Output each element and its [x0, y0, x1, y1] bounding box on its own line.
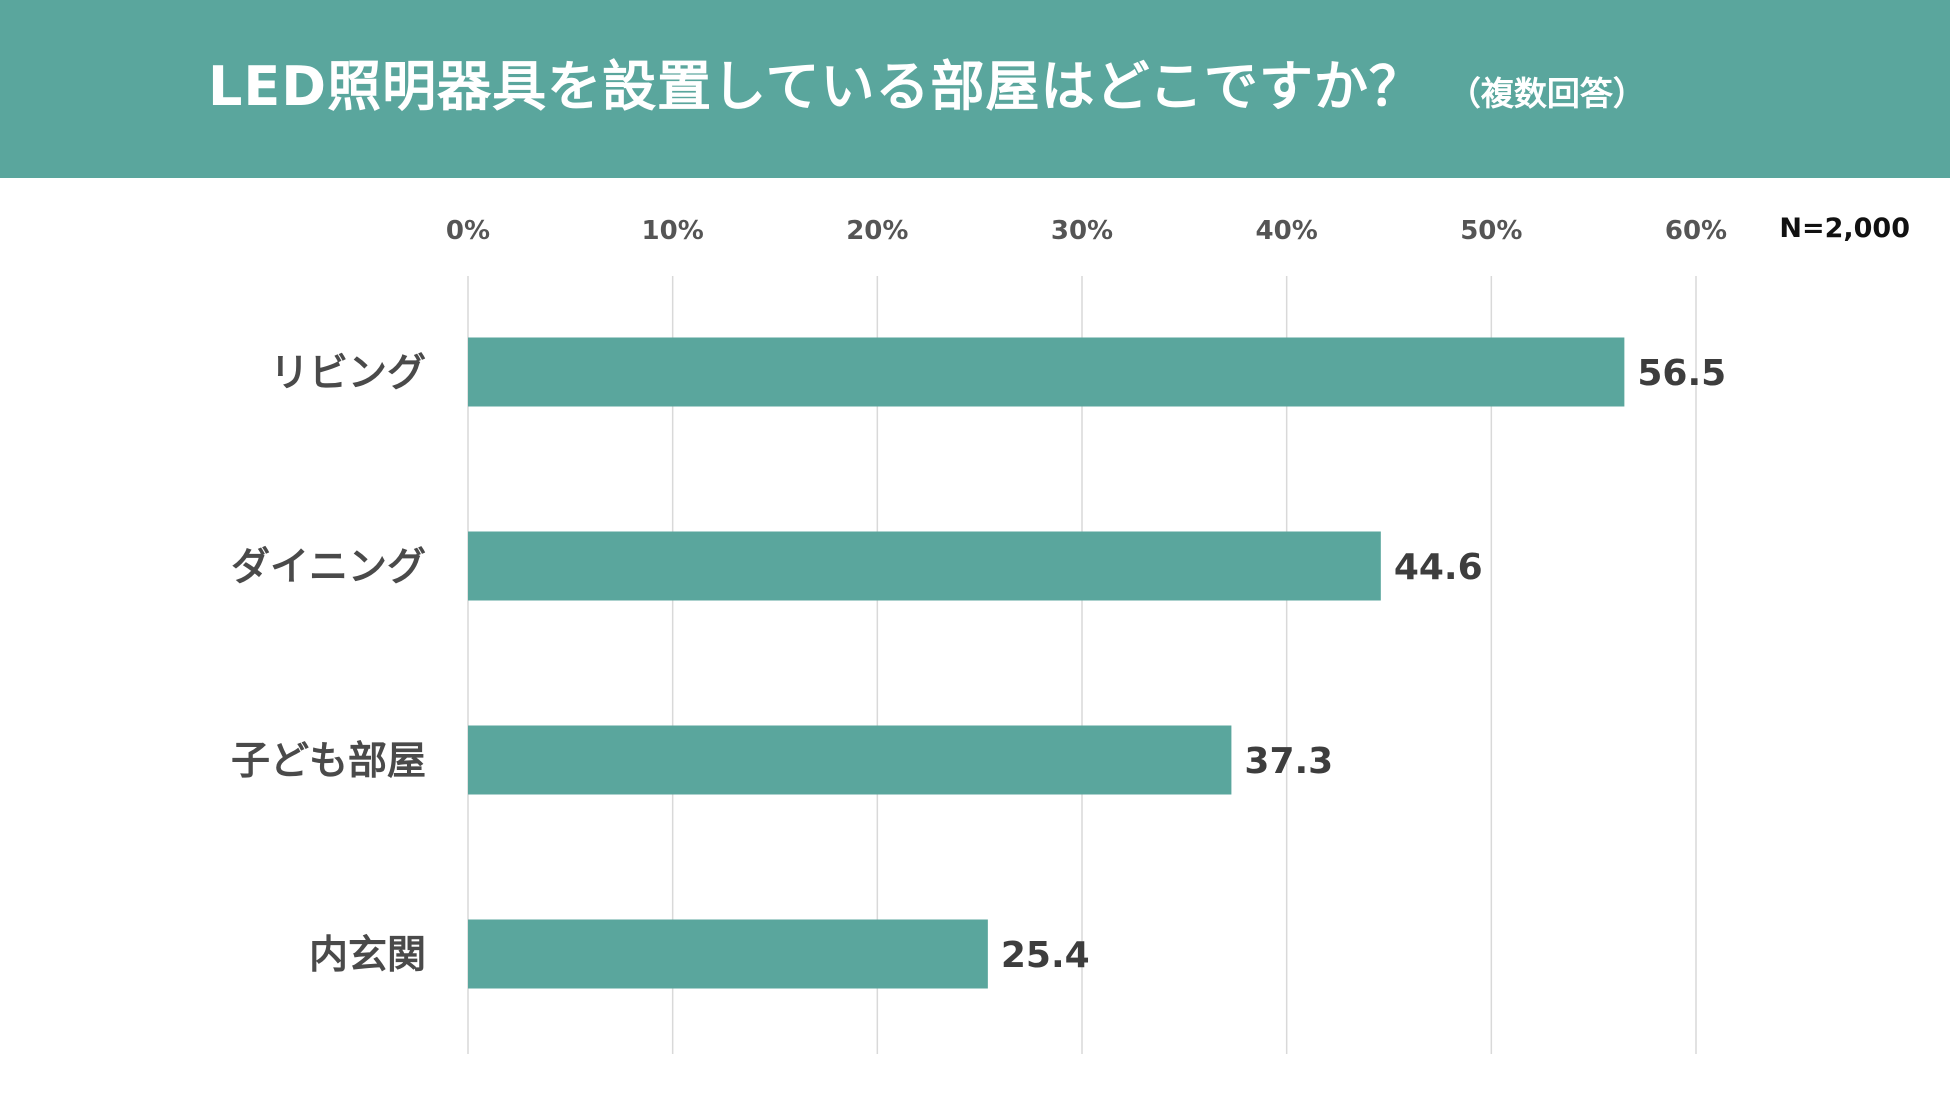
- data-label: 25.4: [1001, 935, 1090, 976]
- category-label: リビング: [270, 351, 426, 396]
- category-label: ダイニング: [231, 545, 426, 590]
- bar-3: [468, 919, 988, 989]
- bar-2: [468, 725, 1232, 795]
- data-label: 37.3: [1244, 741, 1333, 782]
- x-tick-label: 10%: [642, 216, 704, 246]
- value-labels: 56.5 44.6 37.3 25.4: [1001, 353, 1726, 976]
- bars: [468, 337, 1625, 989]
- category-label: 子ども部屋: [231, 739, 426, 784]
- sample-size-note: N=2,000: [1779, 213, 1910, 244]
- chart-header: LED照明器具を設置している部屋はどこですか？ （複数回答）: [0, 0, 1950, 178]
- title-wrap: LED照明器具を設置している部屋はどこですか？ （複数回答）: [208, 42, 1646, 132]
- x-tick-label: 30%: [1051, 216, 1113, 246]
- category-label: 内玄関: [309, 933, 426, 978]
- x-axis-ticks: 0% 10% 20% 30% 40% 50% 60%: [446, 216, 1727, 246]
- x-tick-label: 0%: [446, 216, 490, 246]
- x-tick-label: 20%: [846, 216, 908, 246]
- chart-subtitle: （複数回答）: [1447, 74, 1646, 113]
- x-tick-label: 60%: [1665, 216, 1727, 246]
- x-tick-label: 40%: [1256, 216, 1318, 246]
- x-tick-label: 50%: [1460, 216, 1522, 246]
- data-label: 44.6: [1394, 547, 1483, 588]
- bar-0: [468, 337, 1625, 407]
- bar-1: [468, 531, 1381, 601]
- chart-title: LED照明器具を設置している部屋はどこですか？: [208, 55, 1424, 118]
- data-label: 56.5: [1637, 353, 1726, 394]
